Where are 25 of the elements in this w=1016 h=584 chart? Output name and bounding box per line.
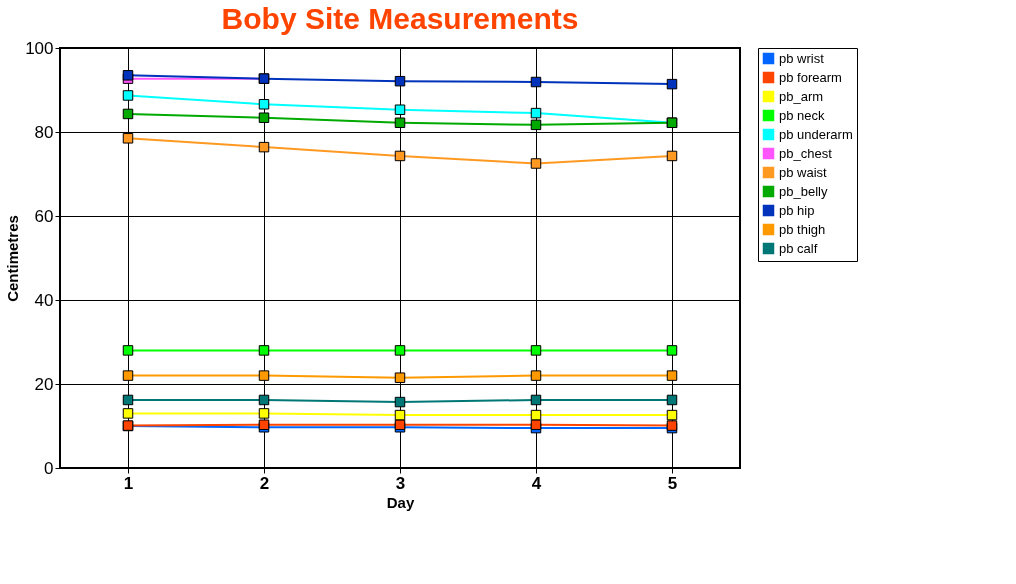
legend-label: pb_chest xyxy=(779,145,833,161)
chart-title: Boby Site Measurements xyxy=(221,2,579,35)
y-tick-label: 0 xyxy=(44,458,54,478)
legend-label: pb thigh xyxy=(779,221,826,237)
x-tick-label: 4 xyxy=(531,473,542,493)
x-tick-label: 3 xyxy=(395,473,406,493)
legend-label: pb neck xyxy=(779,107,826,123)
x-axis-title: Day xyxy=(386,493,415,511)
legend-label: pb forearm xyxy=(779,69,842,85)
y-tick-label: 100 xyxy=(25,38,54,58)
x-tick-label: 2 xyxy=(259,473,270,493)
y-tick-label: 20 xyxy=(34,374,54,394)
y-axis-title: Centimetres xyxy=(4,215,22,302)
legend-label: pb underarm xyxy=(779,126,853,142)
y-tick-label: 40 xyxy=(34,290,54,310)
legend-label: pb_belly xyxy=(779,183,828,199)
legend-label: pb calf xyxy=(779,240,818,256)
legend-label: pb wrist xyxy=(779,50,825,66)
x-tick-label: 1 xyxy=(123,473,134,493)
x-tick-label: 5 xyxy=(667,473,678,493)
legend-label: pb_arm xyxy=(779,88,824,104)
legend-label: pb waist xyxy=(779,164,828,180)
y-tick-label: 80 xyxy=(34,122,54,142)
y-tick-label: 60 xyxy=(34,206,54,226)
legend-label: pb hip xyxy=(779,202,815,218)
